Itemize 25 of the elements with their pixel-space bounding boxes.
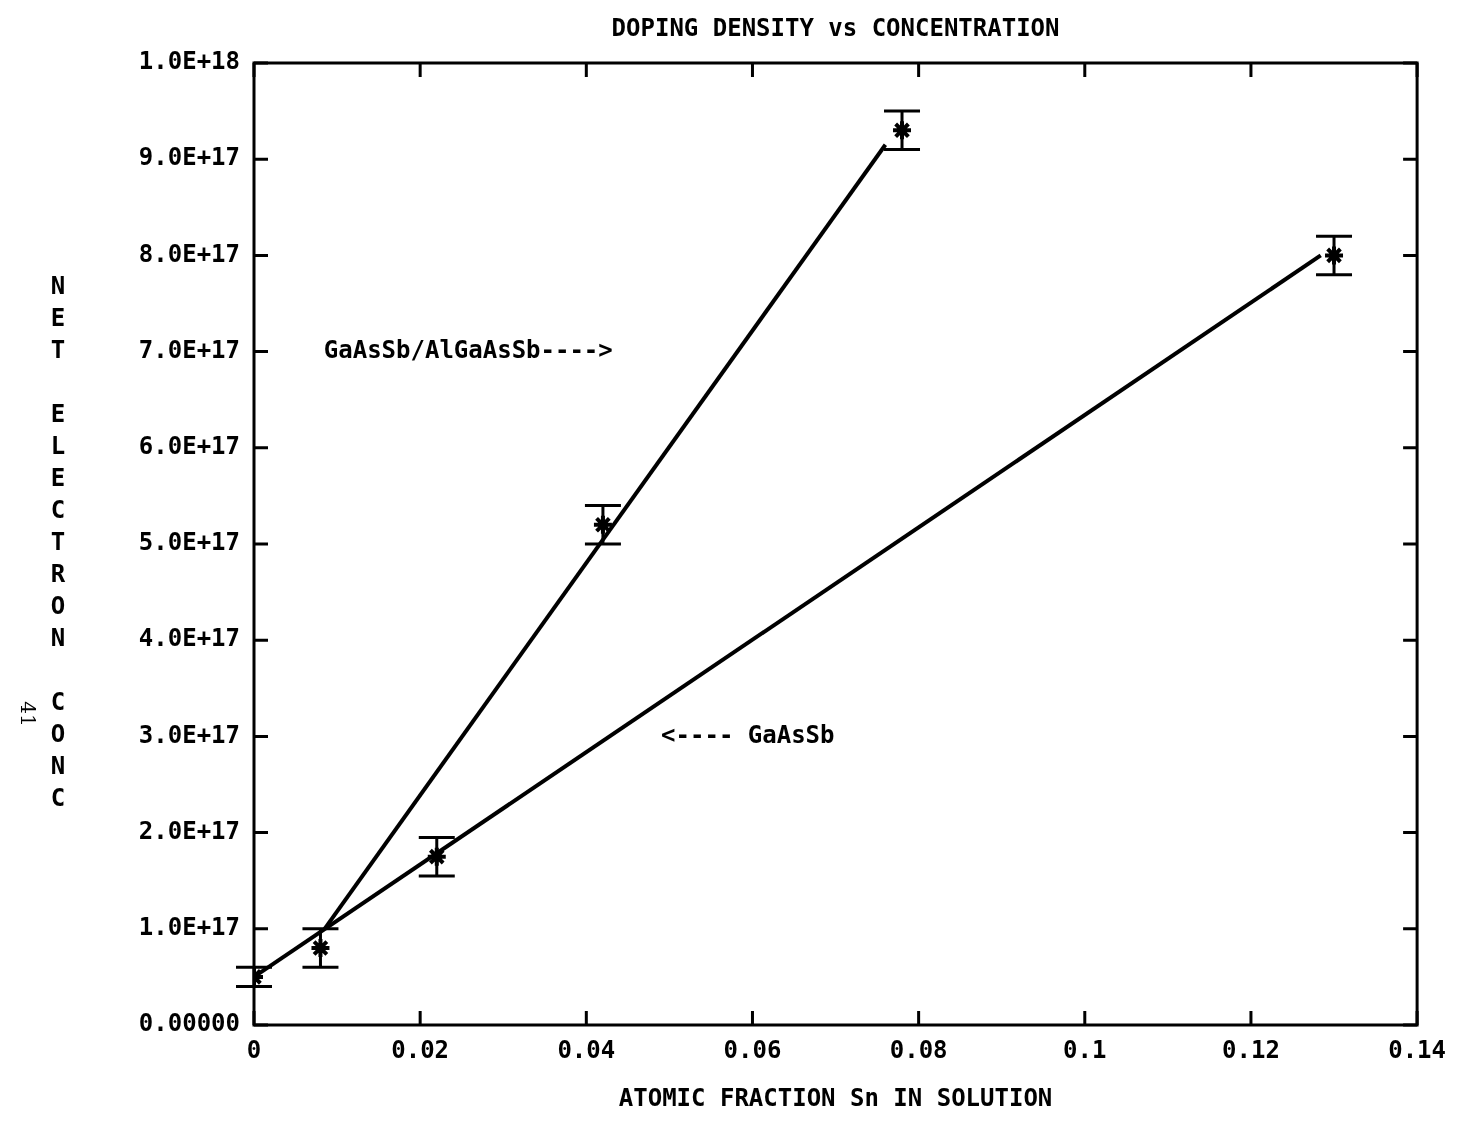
annotation: GaAsSb/AlGaAsSb----> xyxy=(323,335,613,364)
y-tick-label: 8.0E+17 xyxy=(138,239,240,268)
y-tick-label: 6.0E+17 xyxy=(138,432,240,461)
x-tick-label: 0.04 xyxy=(557,1035,616,1064)
x-tick-label: 0.14 xyxy=(1388,1035,1446,1064)
x-tick-label: 0.1 xyxy=(1063,1035,1107,1064)
y-tick-label: 3.0E+17 xyxy=(138,720,240,749)
x-tick-label: 0.12 xyxy=(1222,1035,1280,1064)
text: NET ELECTRON CONC xyxy=(50,272,66,813)
x-tick-label: 0 xyxy=(246,1035,262,1064)
y-tick-label: 7.0E+17 xyxy=(138,335,240,364)
y-tick-label: 5.0E+17 xyxy=(138,528,240,557)
y-tick-label: 9.0E+17 xyxy=(138,143,240,172)
chart-title: DOPING DENSITY vs CONCENTRATION xyxy=(611,14,1060,43)
x-tick-label: 0.08 xyxy=(889,1035,948,1064)
y-tick-label: 2.0E+17 xyxy=(138,816,240,845)
x-tick-label: 0.02 xyxy=(391,1035,450,1064)
y-tick-label: 0.00000 xyxy=(138,1009,240,1038)
annotation: <---- GaAsSb xyxy=(661,720,835,749)
x-tick-label: 0.06 xyxy=(723,1035,782,1064)
y-tick-label: 1.0E+17 xyxy=(138,913,240,942)
text: 41 xyxy=(15,701,40,727)
y-tick-label: 4.0E+17 xyxy=(138,624,240,653)
y-tick-label: 1.0E+18 xyxy=(138,47,240,76)
x-axis-title: ATOMIC FRACTION Sn IN SOLUTION xyxy=(618,1084,1053,1113)
